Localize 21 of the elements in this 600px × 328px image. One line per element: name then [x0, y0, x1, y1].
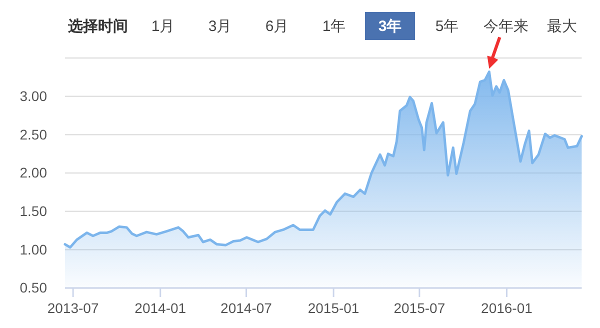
- x-tick-label: 2015-07: [394, 300, 446, 316]
- text: 1月: [151, 18, 175, 35]
- text: 6月: [265, 18, 289, 35]
- text: 1年: [322, 18, 346, 35]
- text: 3年: [378, 18, 402, 35]
- y-tick-label: 1.00: [20, 241, 48, 258]
- x-tick-label: 2016-01: [481, 300, 533, 316]
- y-tick-label: 3.00: [20, 88, 48, 104]
- x-tick-label: 2014-07: [220, 300, 272, 316]
- text: 最大: [547, 18, 577, 35]
- text: 3月: [208, 18, 232, 35]
- text: 今年来: [484, 18, 528, 35]
- text: 选择时间: [67, 18, 128, 35]
- y-tick-label: 2.50: [20, 126, 48, 142]
- text: 5年: [435, 18, 459, 35]
- y-tick-label: 2.00: [20, 164, 48, 181]
- x-tick-label: 2013-07: [47, 300, 99, 316]
- x-tick-label: 2014-01: [134, 300, 186, 316]
- y-tick-label: 0.50: [20, 280, 48, 296]
- x-tick-label: 2015-01: [308, 300, 360, 316]
- y-tick-label: 1.50: [20, 203, 48, 220]
